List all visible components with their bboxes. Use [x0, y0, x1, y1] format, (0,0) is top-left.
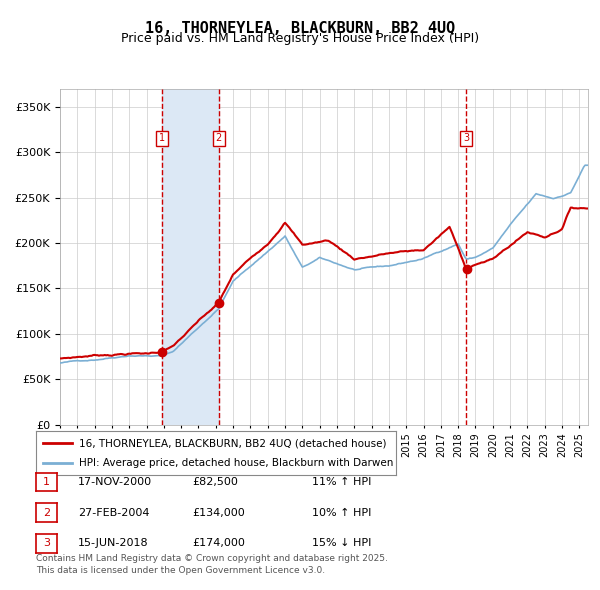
Text: 11% ↑ HPI: 11% ↑ HPI [312, 477, 371, 487]
Text: 3: 3 [43, 539, 50, 548]
Text: 1: 1 [159, 133, 165, 143]
Text: £174,000: £174,000 [192, 539, 245, 548]
Text: 10% ↑ HPI: 10% ↑ HPI [312, 508, 371, 517]
Text: 17-NOV-2000: 17-NOV-2000 [78, 477, 152, 487]
Text: HPI: Average price, detached house, Blackburn with Darwen: HPI: Average price, detached house, Blac… [79, 458, 394, 467]
Text: 15-JUN-2018: 15-JUN-2018 [78, 539, 149, 548]
Text: 2: 2 [43, 508, 50, 517]
Text: Contains HM Land Registry data © Crown copyright and database right 2025.
This d: Contains HM Land Registry data © Crown c… [36, 555, 388, 575]
Text: 16, THORNEYLEA, BLACKBURN, BB2 4UQ (detached house): 16, THORNEYLEA, BLACKBURN, BB2 4UQ (deta… [79, 438, 387, 448]
Text: Price paid vs. HM Land Registry's House Price Index (HPI): Price paid vs. HM Land Registry's House … [121, 32, 479, 45]
Text: 15% ↓ HPI: 15% ↓ HPI [312, 539, 371, 548]
Text: £82,500: £82,500 [192, 477, 238, 487]
Text: 27-FEB-2004: 27-FEB-2004 [78, 508, 149, 517]
Text: 16, THORNEYLEA, BLACKBURN, BB2 4UQ: 16, THORNEYLEA, BLACKBURN, BB2 4UQ [145, 21, 455, 35]
Text: 2: 2 [215, 133, 221, 143]
Text: 3: 3 [463, 133, 469, 143]
Bar [162, 88, 218, 425]
Text: 1: 1 [43, 477, 50, 487]
Text: £134,000: £134,000 [192, 508, 245, 517]
